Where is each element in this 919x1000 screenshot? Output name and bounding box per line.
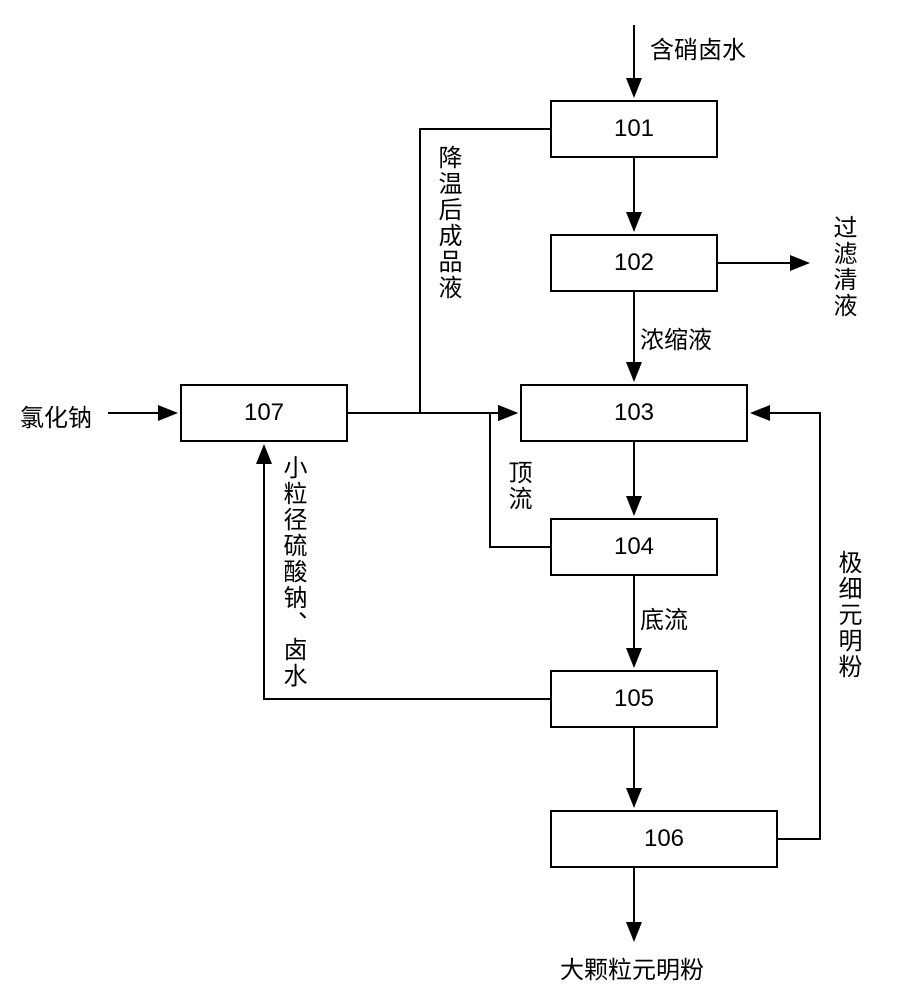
node-106-label: 106 <box>644 825 684 853</box>
node-106: 106 <box>550 810 778 868</box>
label-edge-104-103: 顶流 <box>500 460 535 512</box>
label-edge-106-103: 极细元明粉 <box>830 550 865 680</box>
node-103: 103 <box>520 384 748 442</box>
label-edge-105-107: 小粒径硫酸钠、卤水 <box>275 455 310 695</box>
label-edge-102-103: 浓缩液 <box>640 320 712 355</box>
node-101: 101 <box>550 100 718 158</box>
label-out-102: 过滤清液 <box>825 215 860 319</box>
label-edge-101-103: 降温后成品液 <box>430 145 465 301</box>
label-out-bottom: 大颗粒元明粉 <box>560 950 704 985</box>
node-103-label: 103 <box>614 399 654 427</box>
label-in-left: 氯化钠 <box>20 398 92 433</box>
node-107: 107 <box>180 384 348 442</box>
node-102-label: 102 <box>614 249 654 277</box>
node-102: 102 <box>550 234 718 292</box>
node-105: 105 <box>550 670 718 728</box>
label-edge-104-105: 底流 <box>640 600 688 635</box>
node-107-label: 107 <box>244 399 284 427</box>
node-105-label: 105 <box>614 685 654 713</box>
node-101-label: 101 <box>614 115 654 143</box>
node-104: 104 <box>550 518 718 576</box>
label-input-top: 含硝卤水 <box>650 30 746 65</box>
node-104-label: 104 <box>614 533 654 561</box>
